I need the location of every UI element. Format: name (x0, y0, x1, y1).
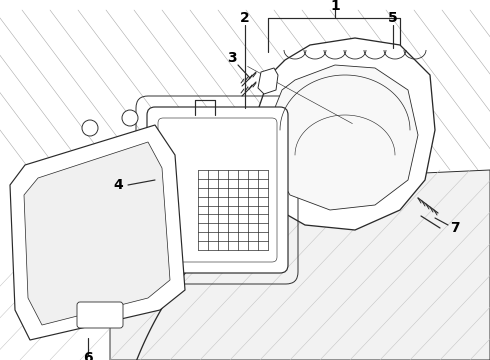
Polygon shape (272, 65, 418, 210)
Text: 3: 3 (227, 51, 237, 65)
Circle shape (82, 120, 98, 136)
Text: 6: 6 (83, 351, 93, 360)
Circle shape (122, 110, 138, 126)
Text: 2: 2 (240, 11, 250, 25)
Polygon shape (110, 170, 490, 360)
FancyBboxPatch shape (77, 302, 123, 328)
Polygon shape (255, 38, 435, 230)
Polygon shape (258, 68, 278, 94)
Text: 1: 1 (330, 0, 340, 13)
Text: 4: 4 (113, 178, 123, 192)
Polygon shape (10, 125, 185, 340)
Text: 7: 7 (450, 221, 460, 235)
Polygon shape (24, 142, 170, 325)
FancyBboxPatch shape (147, 107, 288, 273)
Text: 5: 5 (388, 11, 398, 25)
